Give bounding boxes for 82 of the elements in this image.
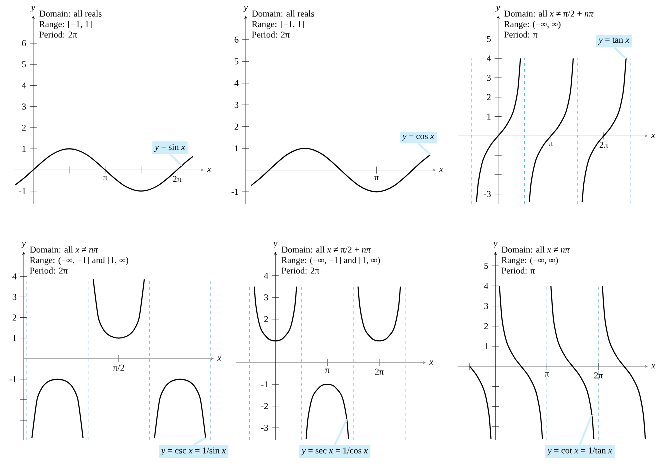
x-tick-label: π [103, 176, 108, 180]
y-tick-label: 4 [22, 82, 26, 89]
x-axis-title: x [429, 360, 434, 365]
x-axis-title: x [207, 168, 212, 172]
y-tick-label: 4 [484, 283, 489, 290]
annotation: y = cot x = 1/tan x [547, 448, 612, 456]
y-tick-label: -1 [232, 189, 238, 196]
series-label: y = csc x = 1/sin x [160, 448, 226, 456]
y-tick-label: 3 [484, 303, 488, 310]
annotation: Period: 2π [252, 32, 290, 38]
x-tick-label: π [325, 368, 330, 374]
annotation: Period: 2π [30, 268, 68, 274]
annotation: y = sec x = 1/cos x [301, 448, 368, 456]
annotation: Domain: all x ≠ nπ [30, 246, 98, 253]
annotation: Domain: all reals [40, 10, 102, 17]
series-label: y = cos x [402, 135, 434, 142]
annotation: Domain: all reals [252, 10, 314, 17]
y-tick-label: 3 [487, 74, 491, 82]
y-tick-label: 5 [487, 36, 491, 42]
y-axis-title: y [272, 242, 278, 248]
y-tick-label: 5 [234, 58, 239, 65]
y-tick-label: 4 [12, 274, 17, 280]
annotation: Period: π [504, 32, 538, 38]
y-tick-label: 2 [484, 323, 488, 330]
x-tick-label: π [549, 142, 554, 146]
y-tick-label: 5 [484, 263, 488, 270]
annotation: Range: (−∞, −1] and [1, ∞) [30, 257, 128, 266]
y-tick-label: 1 [484, 344, 488, 350]
annotation: Domain: all x ≠ nπ [502, 246, 570, 253]
annotation: Period: π [502, 268, 535, 274]
x-tick-label: 2π [594, 372, 603, 379]
x-tick-label: 2π [600, 142, 608, 148]
annotation: Range: (−∞, ∞) [502, 257, 558, 266]
y-axis-title: y [30, 6, 36, 12]
annotation: Range: (−∞, −1] and [1, ∞) [282, 257, 380, 266]
x-axis-title: x [651, 364, 656, 369]
annotation: Domain: all x ≠ π/2 + nπ [504, 10, 594, 17]
y-tick-label: -1 [19, 188, 26, 194]
y-tick-label: 4 [264, 272, 268, 279]
y-axis-title: y [492, 242, 498, 248]
x-tick-label: π/2 [113, 364, 124, 371]
y-tick-label: 3 [234, 102, 239, 108]
annotation: Range: (−∞, ∞) [504, 21, 561, 30]
x-tick-label: 2π [173, 176, 182, 182]
annotation: Period: 2π [40, 32, 78, 38]
y-axis-title: y [243, 6, 248, 12]
y-tick-label: 4 [487, 56, 492, 62]
y-axis-title: y [496, 6, 500, 12]
y-tick-label: 2 [12, 314, 16, 321]
x-tick-label: 2π [375, 368, 384, 375]
y-tick-label: 2 [234, 124, 238, 130]
y-tick-label: 2 [487, 94, 491, 100]
y-tick-label: 4 [234, 80, 239, 86]
y-tick-label: 1 [13, 335, 16, 342]
annotation: y = sin x [154, 144, 186, 152]
annotation: Range: [−1, 1] [40, 21, 92, 30]
x-tick-label: π [544, 372, 550, 377]
y-tick-label: 3 [22, 104, 26, 110]
x-axis-title: x [651, 134, 656, 138]
y-tick-label: -2 [261, 403, 268, 410]
y-tick-label: 6 [234, 36, 239, 43]
y-tick-label: -1 [10, 376, 16, 382]
annotation: y = tan x [598, 38, 630, 45]
x-axis-title: x [439, 168, 444, 172]
y-tick-label: 2 [22, 124, 26, 131]
y-tick-label: -1 [261, 382, 268, 388]
x-axis-title: x [217, 356, 222, 361]
y-tick-label: 2 [264, 316, 268, 322]
y-tick-label: -3 [261, 425, 268, 432]
y-tick-label: 6 [22, 40, 26, 46]
y-axis-title: y [21, 242, 26, 248]
y-tick-label: 5 [22, 62, 26, 68]
annotation: Range: [−1, 1] [252, 21, 304, 30]
y-tick-label: 1 [488, 114, 491, 120]
y-tick-label: 3 [264, 294, 268, 301]
y-tick-label: 1 [235, 146, 238, 152]
annotation: Period: 2π [282, 268, 320, 274]
y-tick-label: 3 [12, 294, 17, 300]
y-tick-label: -3 [484, 191, 491, 198]
annotation: Domain: all x ≠ π/2 + nπ [282, 246, 372, 253]
x-tick-label: π [374, 176, 379, 181]
y-tick-label: 1 [22, 146, 26, 152]
